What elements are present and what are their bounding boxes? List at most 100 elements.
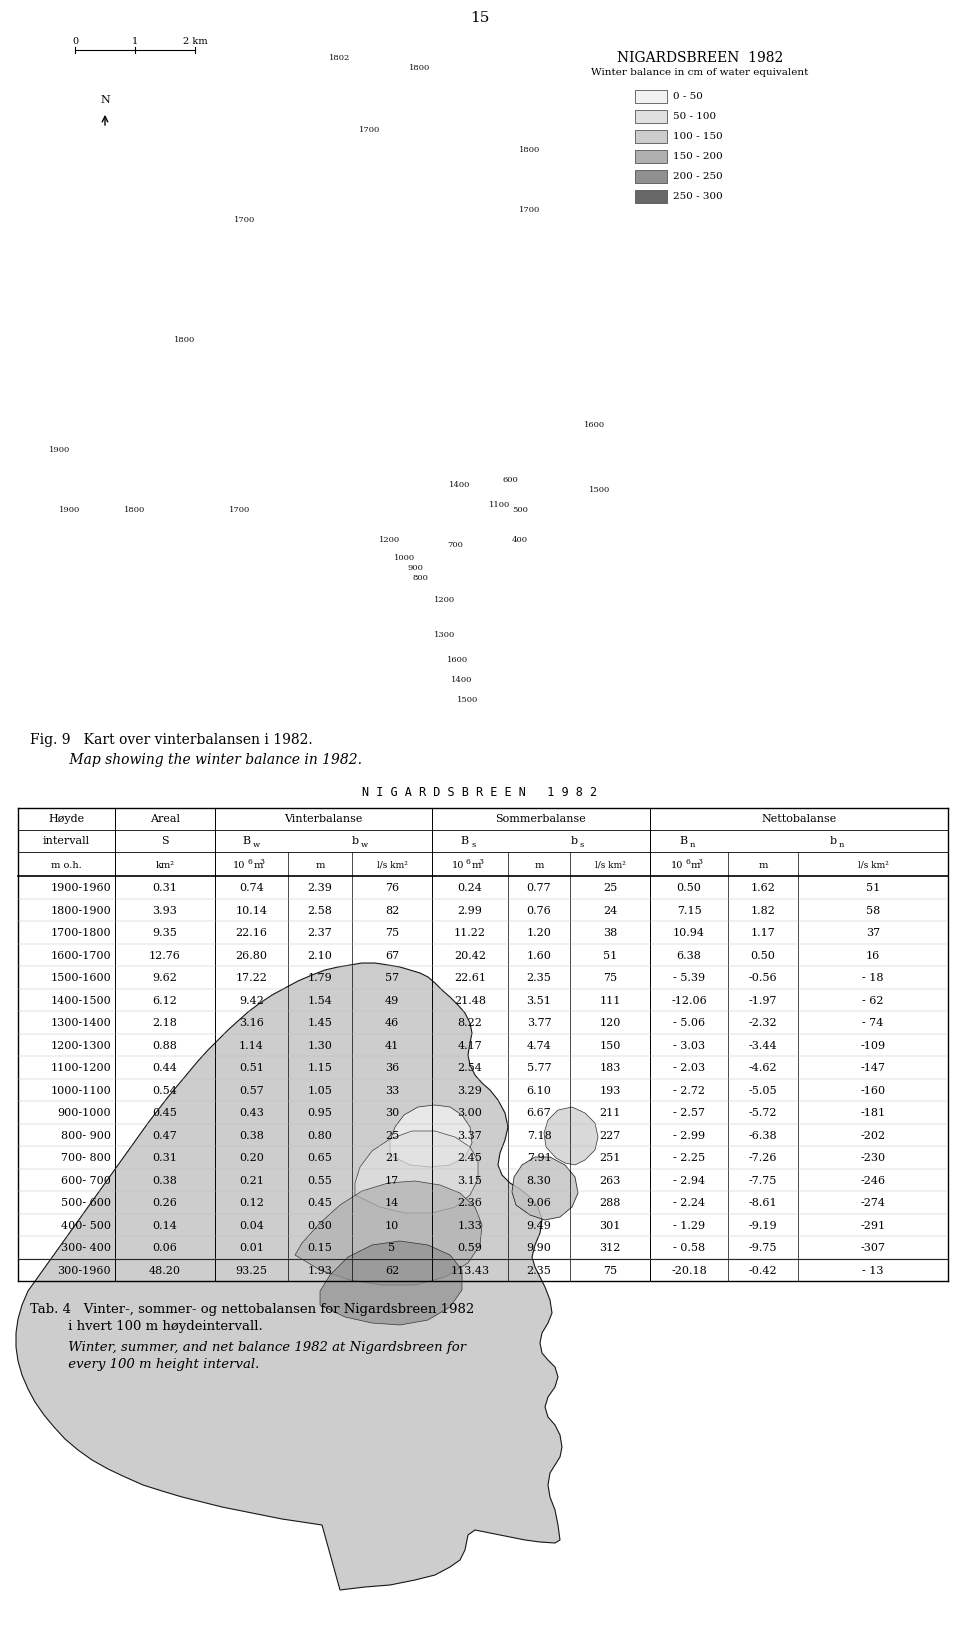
Text: 50 - 100: 50 - 100 bbox=[673, 113, 716, 121]
Text: Vinterbalanse: Vinterbalanse bbox=[284, 814, 363, 824]
Bar bbox=[635, 170, 667, 183]
Text: N: N bbox=[100, 95, 109, 105]
Text: 12.76: 12.76 bbox=[149, 952, 180, 961]
Text: 10: 10 bbox=[671, 860, 683, 870]
Text: 1: 1 bbox=[132, 36, 138, 46]
Text: 0.12: 0.12 bbox=[239, 1198, 264, 1208]
Text: 8.22: 8.22 bbox=[458, 1019, 483, 1028]
Text: 7.18: 7.18 bbox=[527, 1131, 551, 1141]
Text: 0.77: 0.77 bbox=[527, 883, 551, 893]
Text: 6: 6 bbox=[466, 858, 470, 867]
Text: 0.74: 0.74 bbox=[239, 883, 264, 893]
Text: -5.05: -5.05 bbox=[749, 1086, 778, 1095]
Polygon shape bbox=[355, 1131, 478, 1213]
Text: 900-1000: 900-1000 bbox=[58, 1109, 111, 1118]
Text: -291: -291 bbox=[860, 1221, 885, 1231]
Text: 6.12: 6.12 bbox=[153, 996, 178, 1006]
Text: 0.31: 0.31 bbox=[153, 883, 178, 893]
Text: -181: -181 bbox=[860, 1109, 885, 1118]
Text: 2 km: 2 km bbox=[182, 36, 207, 46]
Polygon shape bbox=[512, 1158, 578, 1220]
Text: i hvert 100 m høydeintervall.: i hvert 100 m høydeintervall. bbox=[30, 1319, 263, 1333]
Polygon shape bbox=[295, 1180, 482, 1285]
Text: 900: 900 bbox=[407, 564, 423, 572]
Text: 0.45: 0.45 bbox=[307, 1198, 332, 1208]
Text: 600: 600 bbox=[502, 476, 517, 484]
Text: 0.26: 0.26 bbox=[153, 1198, 178, 1208]
Text: 211: 211 bbox=[599, 1109, 621, 1118]
Text: m: m bbox=[535, 860, 543, 870]
Text: 62: 62 bbox=[385, 1265, 399, 1275]
Text: 1.60: 1.60 bbox=[527, 952, 551, 961]
Text: 0.45: 0.45 bbox=[153, 1109, 178, 1118]
Text: 51: 51 bbox=[866, 883, 880, 893]
Text: 111: 111 bbox=[599, 996, 621, 1006]
Text: - 2.25: - 2.25 bbox=[673, 1153, 705, 1164]
Text: - 2.24: - 2.24 bbox=[673, 1198, 705, 1208]
Text: 3: 3 bbox=[478, 858, 483, 867]
Text: 2.45: 2.45 bbox=[458, 1153, 483, 1164]
Text: 1600: 1600 bbox=[447, 656, 468, 664]
Text: 0.55: 0.55 bbox=[307, 1176, 332, 1185]
Text: 1400: 1400 bbox=[449, 481, 470, 489]
Text: -109: -109 bbox=[860, 1041, 885, 1051]
Text: 1900: 1900 bbox=[60, 505, 81, 513]
Text: 1.33: 1.33 bbox=[458, 1221, 483, 1231]
Text: 10: 10 bbox=[233, 860, 246, 870]
Text: 500- 600: 500- 600 bbox=[61, 1198, 111, 1208]
Text: 3.15: 3.15 bbox=[458, 1176, 483, 1185]
Text: 1.17: 1.17 bbox=[751, 929, 776, 938]
Text: -20.18: -20.18 bbox=[671, 1265, 707, 1275]
Text: 10: 10 bbox=[385, 1221, 399, 1231]
Text: 38: 38 bbox=[603, 929, 617, 938]
Text: N I G A R D S B R E E N   1 9 8 2: N I G A R D S B R E E N 1 9 8 2 bbox=[363, 785, 597, 798]
Text: 49: 49 bbox=[385, 996, 399, 1006]
Text: m: m bbox=[472, 860, 481, 870]
Text: 0.38: 0.38 bbox=[153, 1176, 178, 1185]
Text: 75: 75 bbox=[603, 973, 617, 983]
Text: - 74: - 74 bbox=[862, 1019, 884, 1028]
Text: 82: 82 bbox=[385, 906, 399, 916]
Text: B: B bbox=[461, 835, 469, 845]
Text: 113.43: 113.43 bbox=[450, 1265, 490, 1275]
Text: 3: 3 bbox=[259, 858, 265, 867]
Text: 1100-1200: 1100-1200 bbox=[50, 1063, 111, 1073]
Text: -7.26: -7.26 bbox=[749, 1153, 778, 1164]
Text: b: b bbox=[571, 835, 578, 845]
Text: w: w bbox=[361, 840, 368, 849]
Text: 250 - 300: 250 - 300 bbox=[673, 191, 723, 201]
Text: -4.62: -4.62 bbox=[749, 1063, 778, 1073]
Text: 0.04: 0.04 bbox=[239, 1221, 264, 1231]
Text: Høyde: Høyde bbox=[48, 814, 84, 824]
Text: 0.44: 0.44 bbox=[153, 1063, 178, 1073]
Text: n: n bbox=[690, 840, 695, 849]
Text: 1600-1700: 1600-1700 bbox=[50, 952, 111, 961]
Text: 251: 251 bbox=[599, 1153, 621, 1164]
Text: - 1.29: - 1.29 bbox=[673, 1221, 705, 1231]
Text: 3.16: 3.16 bbox=[239, 1019, 264, 1028]
Text: n: n bbox=[839, 840, 845, 849]
Text: -8.61: -8.61 bbox=[749, 1198, 778, 1208]
Text: 193: 193 bbox=[599, 1086, 621, 1095]
Text: 120: 120 bbox=[599, 1019, 621, 1028]
Text: 10: 10 bbox=[451, 860, 464, 870]
Text: 41: 41 bbox=[385, 1041, 399, 1051]
Text: 300-1960: 300-1960 bbox=[58, 1265, 111, 1275]
Text: 48.20: 48.20 bbox=[149, 1265, 181, 1275]
Text: 3.29: 3.29 bbox=[458, 1086, 483, 1095]
Text: Areal: Areal bbox=[150, 814, 180, 824]
Text: 9.49: 9.49 bbox=[527, 1221, 551, 1231]
Text: 9.42: 9.42 bbox=[239, 996, 264, 1006]
Text: s: s bbox=[471, 840, 475, 849]
Text: 5: 5 bbox=[389, 1243, 396, 1254]
Text: 1700: 1700 bbox=[229, 505, 251, 513]
Text: 1500: 1500 bbox=[457, 697, 479, 705]
Text: 312: 312 bbox=[599, 1243, 621, 1254]
Polygon shape bbox=[320, 1241, 462, 1324]
Text: 0.20: 0.20 bbox=[239, 1153, 264, 1164]
Text: 3.51: 3.51 bbox=[527, 996, 551, 1006]
Text: 0.80: 0.80 bbox=[307, 1131, 332, 1141]
Text: 3.37: 3.37 bbox=[458, 1131, 482, 1141]
Bar bbox=[635, 131, 667, 142]
Text: S: S bbox=[161, 835, 169, 845]
